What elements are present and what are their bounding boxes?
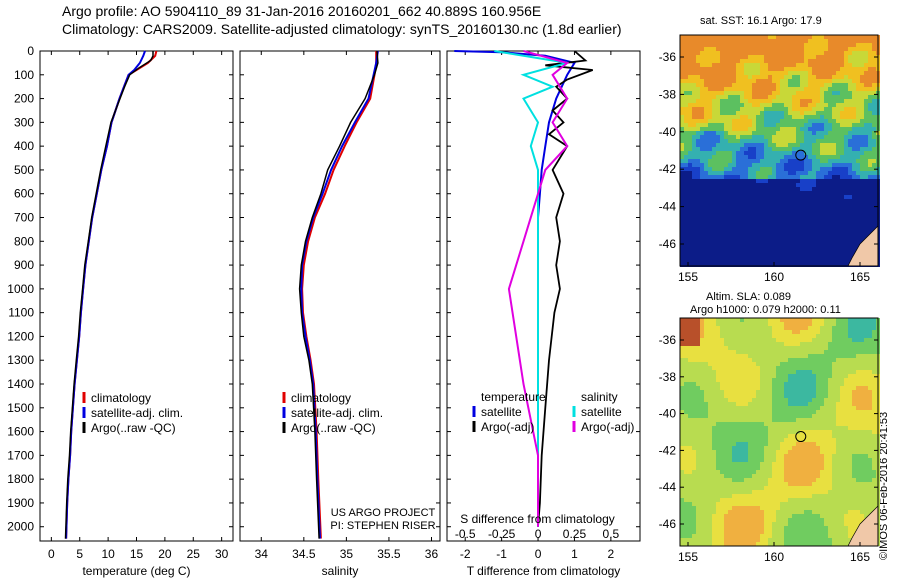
depth-tick-label: 300	[14, 115, 34, 129]
s-tick-label: -0.25	[488, 527, 516, 541]
lon-tick-label: 165	[850, 270, 870, 284]
series-line-2-2	[494, 50, 568, 527]
climatology-title: Climatology: CARS2009. Satellite-adjuste…	[62, 21, 622, 37]
depth-tick-label: 200	[14, 92, 34, 106]
depth-tick-label: 1400	[7, 377, 34, 391]
x-tick-label-2: 2	[608, 547, 615, 561]
lat-tick-label: -36	[659, 333, 677, 347]
lat-tick-label: -40	[659, 407, 677, 421]
lat-tick-label: -40	[659, 125, 677, 139]
plot-frame-2	[446, 50, 641, 542]
lon-tick-label: 160	[764, 270, 784, 284]
legend-label: Argo(-adj)	[581, 420, 634, 434]
x-axis-label-2: T difference from climatology	[467, 564, 621, 578]
s-tick-label: -0.5	[455, 527, 476, 541]
s-diff-label: S difference from climatology	[460, 512, 615, 526]
x-tick-label-1: 34	[255, 547, 269, 561]
x-tick-label-0: 10	[101, 547, 115, 561]
depth-tick-label: 600	[14, 187, 34, 201]
depth-tick-label: 500	[14, 163, 34, 177]
x-tick-label-2: 1	[571, 547, 578, 561]
lat-tick-label: -46	[659, 237, 677, 251]
x-tick-label-2: -1	[496, 547, 507, 561]
x-tick-label-1: 36	[425, 547, 439, 561]
depth-tick-label: 1800	[7, 472, 34, 486]
legend-label: satellite-adj. clim.	[291, 406, 383, 420]
lat-tick-label: -42	[659, 443, 677, 457]
legend-title-temperature: temperature	[481, 390, 546, 404]
depth-tick-label: 1100	[8, 306, 34, 320]
lon-tick-label: 165	[850, 550, 870, 564]
depth-tick-label: 1500	[7, 401, 34, 415]
lat-tick-label: -42	[659, 162, 677, 176]
lon-tick-label: 155	[678, 270, 698, 284]
x-tick-label-1: 35	[340, 547, 354, 561]
sla-map-frame	[679, 317, 879, 547]
depth-tick-label: 1700	[7, 448, 34, 462]
x-tick-label-0: 0	[48, 547, 55, 561]
lat-tick-label: -36	[659, 50, 677, 64]
lon-tick-label: 155	[678, 550, 698, 564]
x-tick-label-1: 34.5	[292, 547, 316, 561]
s-tick-label: 0	[535, 527, 542, 541]
lat-tick-label: -38	[659, 87, 677, 101]
sst-map-field	[680, 35, 880, 267]
series-line-2-3	[507, 50, 570, 527]
x-tick-label-2: -2	[460, 547, 471, 561]
lon-tick-label: 160	[764, 550, 784, 564]
x-tick-label-0: 15	[130, 547, 144, 561]
profile-title: Argo profile: AO 5904110_89 31-Jan-2016 …	[62, 3, 542, 19]
legend-label: satellite	[481, 405, 522, 419]
legend-label: satellite	[581, 405, 622, 419]
legend-label: Argo(-adj)	[481, 420, 534, 434]
sst-map-frame	[679, 34, 879, 267]
legend-label: Argo(..raw -QC)	[91, 421, 176, 435]
x-tick-label-0: 25	[187, 547, 201, 561]
lat-tick-label: -44	[659, 200, 677, 214]
s-tick-label: 0.25	[563, 527, 587, 541]
legend-label: Argo(..raw -QC)	[291, 421, 376, 435]
x-axis-label-1: salinity	[322, 564, 359, 578]
lat-tick-label: -44	[659, 480, 677, 494]
depth-tick-label: 800	[14, 234, 34, 248]
series-line-1-2	[298, 50, 379, 539]
float-position-marker	[795, 431, 807, 443]
s-tick-label: 0.5	[603, 527, 620, 541]
depth-tick-label: 900	[14, 258, 34, 272]
pi-label: PI: STEPHEN RISER	[330, 520, 435, 532]
series-line-2-1	[537, 50, 594, 527]
x-tick-label-0: 20	[158, 547, 172, 561]
depth-tick-label: 1000	[7, 282, 34, 296]
lat-tick-label: -46	[659, 517, 677, 531]
x-tick-label-0: 30	[215, 547, 229, 561]
x-axis-label-0: temperature (deg C)	[82, 564, 190, 578]
depth-tick-label: 1600	[7, 425, 34, 439]
depth-tick-label: 400	[14, 139, 34, 153]
legend-label: climatology	[291, 391, 351, 405]
legend-title-salinity: salinity	[581, 390, 618, 404]
sla-map-title-1: Altim. SLA: 0.089	[706, 291, 791, 303]
lat-tick-label: -38	[659, 370, 677, 384]
depth-tick-label: 1200	[7, 329, 34, 343]
series-line-0-2	[64, 51, 154, 539]
x-tick-label-2: 0	[535, 547, 542, 561]
depth-tick-label: 1300	[7, 353, 34, 367]
project-label: US ARGO PROJECT	[331, 507, 436, 519]
sla-map-title-2: Argo h1000: 0.079 h2000: 0.11	[690, 304, 841, 316]
sla-map-field	[680, 318, 880, 546]
depth-tick-label: 100	[14, 68, 34, 82]
depth-tick-label: 2000	[7, 520, 34, 534]
x-tick-label-0: 5	[76, 547, 83, 561]
float-position-marker	[795, 149, 807, 161]
depth-tick-label: 1900	[7, 496, 34, 510]
depth-tick-label: 700	[14, 211, 34, 225]
legend-label: climatology	[91, 391, 151, 405]
depth-tick-label: 0	[27, 44, 34, 58]
plot-frame-1	[239, 50, 441, 542]
series-line-1-1	[300, 50, 379, 539]
sst-map-title: sat. SST: 16.1 Argo: 17.9	[700, 15, 822, 27]
x-tick-label-1: 35.5	[377, 547, 401, 561]
legend-label: satellite-adj. clim.	[91, 406, 183, 420]
